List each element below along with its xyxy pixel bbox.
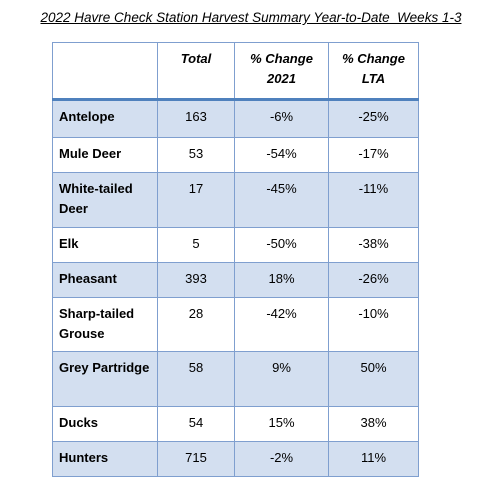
row-label: Ducks xyxy=(52,406,158,442)
harvest-table: Total% Change 2021% Change LTA Antelope 1… xyxy=(52,42,419,477)
title: 2022 Havre Check Station Harvest Summary… xyxy=(40,10,462,25)
table-row: Grey Partridge 58 9% 50% xyxy=(52,351,419,407)
cell: -25% xyxy=(328,99,419,138)
cell: 15% xyxy=(234,406,329,442)
cell: -6% xyxy=(234,99,329,138)
table-row: Mule Deer 53 -54% -17% xyxy=(52,137,419,173)
row-label: Hunters xyxy=(52,441,158,477)
cell: -42% xyxy=(234,297,329,352)
row-label: Antelope xyxy=(52,99,158,138)
header-text: % Change LTA xyxy=(342,51,405,86)
header-row: Total % Change 2021 % Change LTA xyxy=(52,42,419,101)
cell: 38% xyxy=(328,406,419,442)
table-row: Sharp-tailed Grouse 28 -42% -10% xyxy=(52,297,419,352)
row-label: White-tailed Deer xyxy=(52,172,158,228)
table-row: Hunters 715 -2% 11% xyxy=(52,441,419,477)
table-row: Elk 5 -50% -38% xyxy=(52,227,419,263)
row-label: Pheasant xyxy=(52,262,158,298)
cell: -38% xyxy=(328,227,419,263)
cell: -2% xyxy=(234,441,329,477)
cell: 11% xyxy=(328,441,419,477)
cell: 5 xyxy=(157,227,235,263)
table-body: Antelope 163 -6% -25% Mule Deer 53 -54% -17% Whi… xyxy=(52,99,419,477)
cell: 393 xyxy=(157,262,235,298)
row-label: Mule Deer xyxy=(52,137,158,173)
header-cell xyxy=(52,42,158,101)
cell: 715 xyxy=(157,441,235,477)
header-cell: Total xyxy=(157,42,235,101)
table-row: Ducks 54 15% 38% xyxy=(52,406,419,442)
cell: 54 xyxy=(157,406,235,442)
cell: 53 xyxy=(157,137,235,173)
header-text: Total xyxy=(180,51,212,66)
cell: -54% xyxy=(234,137,329,173)
header-cell: % Change LTA xyxy=(328,42,419,101)
cell: 9% xyxy=(234,351,329,407)
cell: -45% xyxy=(234,172,329,228)
cell: 58 xyxy=(157,351,235,407)
cell: -26% xyxy=(328,262,419,298)
header-text: % Change 2021 xyxy=(250,51,313,86)
table-row: Antelope 163 -6% -25% xyxy=(52,99,419,138)
cell: 28 xyxy=(157,297,235,352)
row-label: Elk xyxy=(52,227,158,263)
table-row: Pheasant 393 18% -26% xyxy=(52,262,419,298)
table-row: White-tailed Deer 17 -45% -11% xyxy=(52,172,419,228)
cell: -50% xyxy=(234,227,329,263)
cell: 17 xyxy=(157,172,235,228)
cell: -17% xyxy=(328,137,419,173)
row-label: Grey Partridge xyxy=(52,351,158,407)
cell: -10% xyxy=(328,297,419,352)
header-cell: % Change 2021 xyxy=(234,42,329,101)
cell: 18% xyxy=(234,262,329,298)
cell: 50% xyxy=(328,351,419,407)
cell: 163 xyxy=(157,99,235,138)
cell: -11% xyxy=(328,172,419,228)
row-label: Sharp-tailed Grouse xyxy=(52,297,158,352)
